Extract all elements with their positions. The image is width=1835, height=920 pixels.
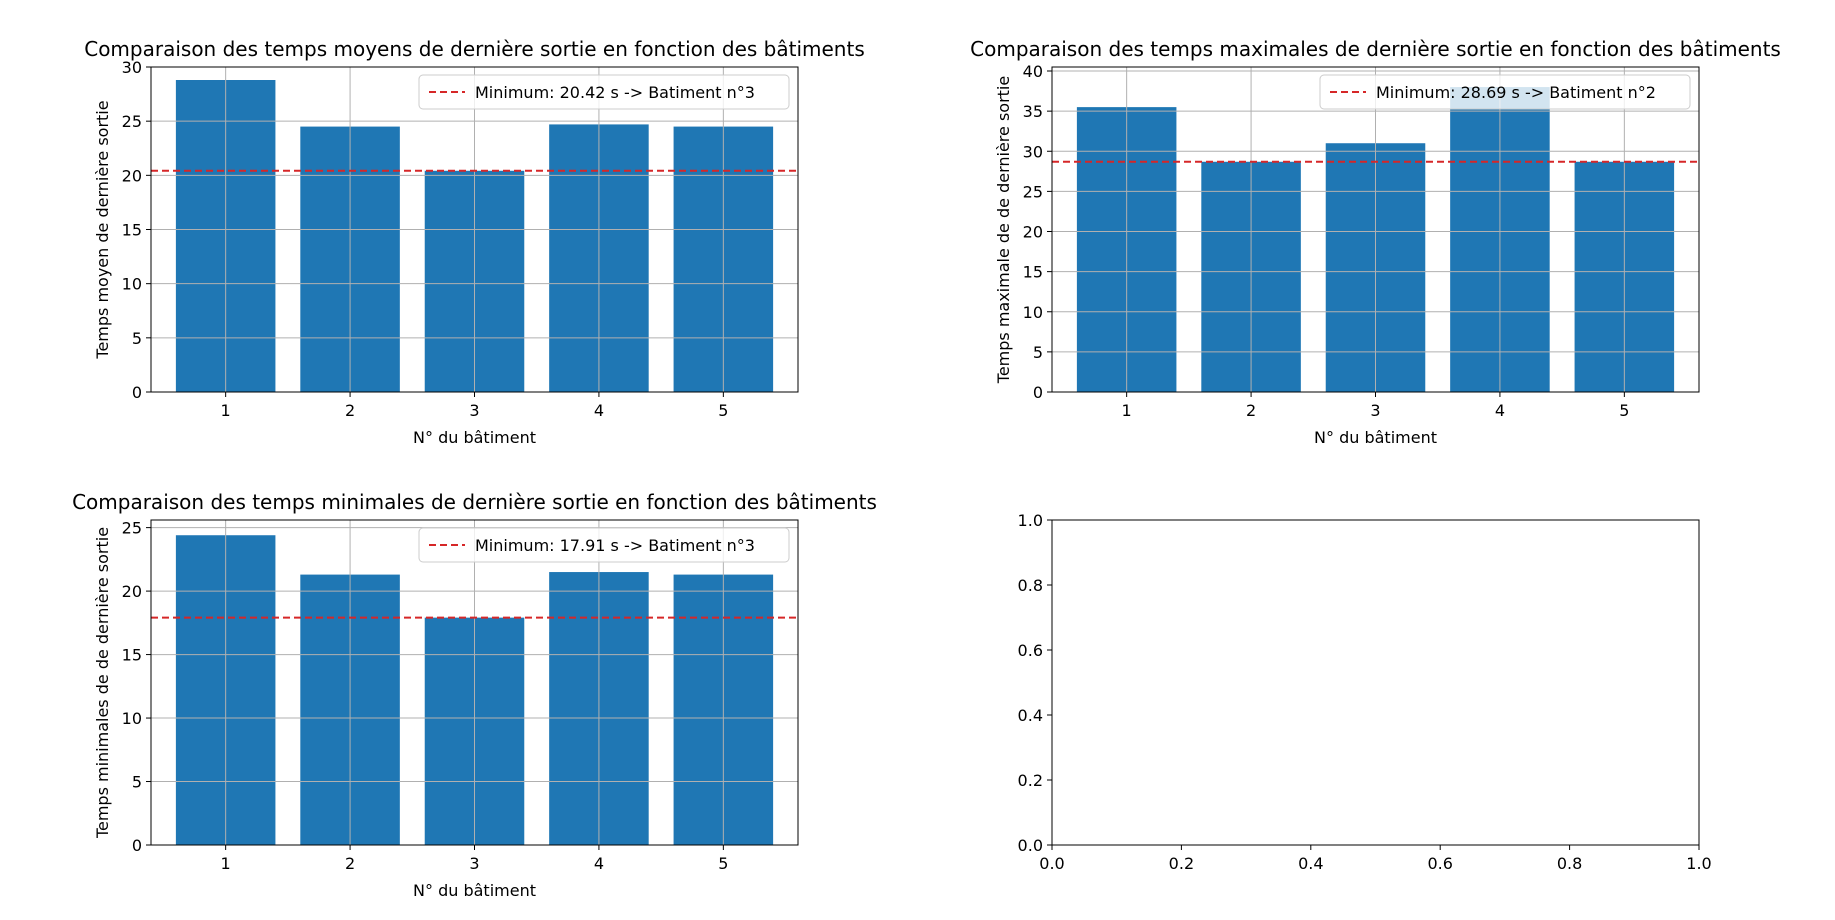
x-tick-label: 1 [221, 854, 231, 873]
y-tick-label: 10 [1023, 303, 1043, 322]
x-tick-label: 1.0 [1686, 854, 1711, 873]
y-tick-label: 5 [1033, 343, 1043, 362]
x-tick-label: 1 [221, 401, 231, 420]
y-tick-label: 15 [122, 646, 142, 665]
x-axis-label: N° du bâtiment [1314, 428, 1437, 447]
y-tick-label: 0.0 [1018, 836, 1043, 855]
legend: Minimum: 17.91 s -> Batiment n°3 [418, 527, 790, 563]
x-tick-label: 5 [718, 401, 728, 420]
x-tick-label: 4 [594, 401, 604, 420]
x-tick-label: 0.4 [1298, 854, 1323, 873]
x-tick-label: 5 [1619, 401, 1629, 420]
y-tick-label: 25 [1023, 182, 1043, 201]
y-tick-label: 10 [122, 275, 142, 294]
y-tick-label: 0.6 [1018, 641, 1043, 660]
x-tick-label: 3 [469, 854, 479, 873]
y-tick-label: 15 [1023, 263, 1043, 282]
chart-title: Comparaison des temps maximales de derni… [970, 37, 1781, 61]
axes-frame [1051, 519, 1700, 846]
legend: Minimum: 20.42 s -> Batiment n°3 [418, 74, 790, 110]
chart-2: 0 5 10 15 20 25 30 35 40 1 2 3 4 5 Comparaison des tem… [970, 37, 1781, 447]
y-tick-label: 20 [1023, 223, 1043, 242]
legend-label: Minimum: 17.91 s -> Batiment n°3 [475, 536, 755, 555]
x-tick-label: 0.8 [1557, 854, 1582, 873]
y-axis-label: Temps maximale de de dernière sortie [994, 76, 1013, 384]
y-tick-label: 0 [132, 383, 142, 402]
legend-label: Minimum: 20.42 s -> Batiment n°3 [475, 83, 755, 102]
y-tick-label: 0.2 [1018, 771, 1043, 790]
x-tick-label: 4 [594, 854, 604, 873]
x-tick-label: 0.6 [1427, 854, 1452, 873]
y-tick-label: 0.4 [1018, 706, 1043, 725]
x-tick-label: 1 [1122, 401, 1132, 420]
x-tick-label: 4 [1495, 401, 1505, 420]
chart-4: 0.0 0.2 0.4 0.6 0.8 1.0 0.0 0.2 0.4 0.6 0.8 1.0 [1018, 511, 1712, 873]
chart-title: Comparaison des temps minimales de derni… [72, 490, 877, 514]
y-axis-label: Temps moyen de dernière sortie [93, 100, 112, 359]
x-tick-label: 3 [469, 401, 479, 420]
y-tick-label: 30 [122, 58, 142, 77]
chart-3: 0 5 10 15 20 25 1 2 3 4 5 Comparaison des temps min… [72, 490, 877, 900]
y-tick-label: 25 [122, 112, 142, 131]
y-tick-label: 0.8 [1018, 576, 1043, 595]
y-tick-label: 5 [132, 329, 142, 348]
y-tick-label: 5 [132, 773, 142, 792]
y-tick-label: 15 [122, 221, 142, 240]
chart-title: Comparaison des temps moyens de dernière… [84, 37, 865, 61]
legend-box [418, 74, 790, 110]
y-tick-label: 20 [122, 166, 142, 185]
y-tick-label: 0 [132, 836, 142, 855]
y-tick-label: 10 [122, 709, 142, 728]
y-tick-label: 20 [122, 582, 142, 601]
legend-box [1319, 74, 1691, 110]
x-axis-label: N° du bâtiment [413, 428, 536, 447]
y-tick-label: 1.0 [1018, 511, 1043, 530]
y-tick-label: 35 [1023, 102, 1043, 121]
chart-1: 0 5 10 15 20 25 30 1 2 3 4 5 Comparaison des temps m… [84, 37, 865, 447]
legend-label: Minimum: 28.69 s -> Batiment n°2 [1376, 83, 1656, 102]
x-tick-label: 3 [1370, 401, 1380, 420]
x-tick-label: 5 [718, 854, 728, 873]
legend-box [418, 527, 790, 563]
y-axis-label: Temps minimales de de dernière sortie [93, 527, 112, 839]
x-tick-label: 2 [1246, 401, 1256, 420]
x-tick-label: 0.2 [1169, 854, 1194, 873]
x-tick-label: 0.0 [1039, 854, 1064, 873]
y-tick-label: 40 [1023, 62, 1043, 81]
legend: Minimum: 28.69 s -> Batiment n°2 [1319, 74, 1691, 110]
y-tick-label: 0 [1033, 383, 1043, 402]
x-tick-label: 2 [345, 401, 355, 420]
y-tick-label: 25 [122, 519, 142, 538]
y-tick-label: 30 [1023, 142, 1043, 161]
x-tick-label: 2 [345, 854, 355, 873]
x-axis-label: N° du bâtiment [413, 881, 536, 900]
